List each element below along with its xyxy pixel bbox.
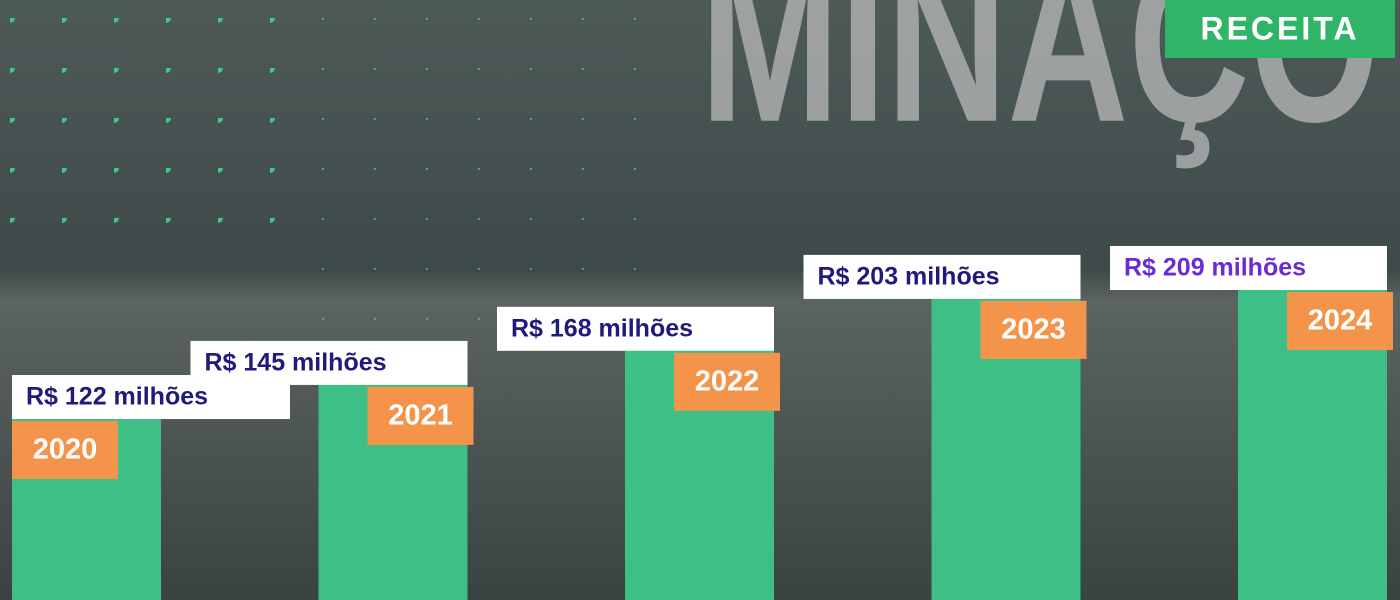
dot-pattern [0, 0, 300, 240]
x-tick-label: 2023 [1001, 314, 1066, 346]
value-label: R$ 122 milhões [26, 383, 208, 411]
category-label-box [674, 352, 780, 411]
x-tick-label: 2024 [1308, 305, 1373, 337]
chart-title: RECEITA [1200, 10, 1359, 46]
value-label-box [497, 306, 774, 351]
x-tick-label: 2020 [33, 434, 98, 466]
badge [1165, 0, 1395, 58]
category-label-box [367, 386, 474, 445]
value-label-box [803, 254, 1081, 299]
category-label-box [12, 421, 118, 480]
value-label: R$ 203 milhões [818, 263, 1000, 291]
value-label: R$ 168 milhões [511, 314, 693, 342]
value-label-box [1110, 246, 1387, 290]
value-label-box [190, 340, 468, 385]
dot-pattern [300, 0, 660, 350]
category-label-box [980, 300, 1087, 359]
x-tick-label: 2021 [388, 400, 453, 432]
value-label: R$ 209 milhões [1124, 254, 1306, 282]
x-tick-label: 2022 [695, 365, 760, 397]
category-label-box [1287, 292, 1393, 350]
value-label: R$ 145 milhões [205, 349, 387, 377]
